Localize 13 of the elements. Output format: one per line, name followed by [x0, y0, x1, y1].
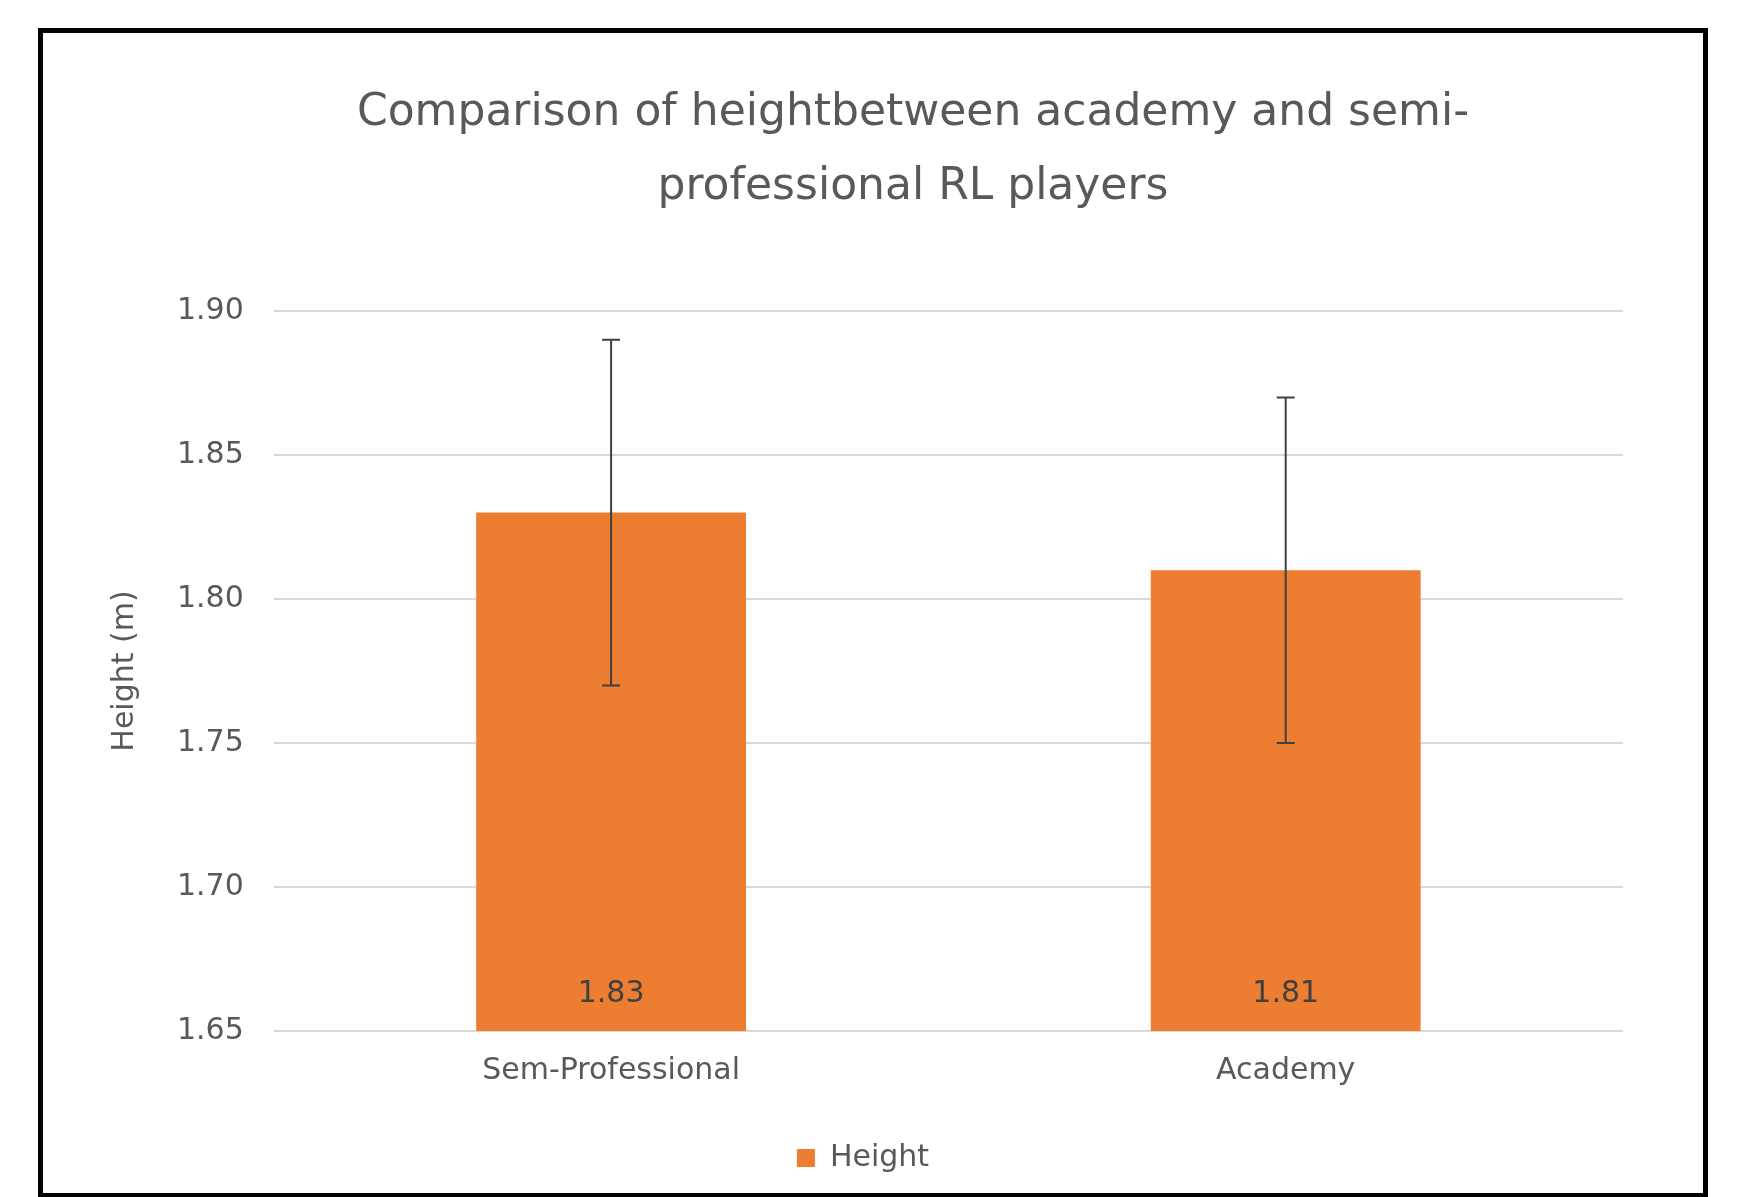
- legend-label: Height: [829, 1137, 930, 1173]
- y-tick-label: 1.90: [177, 290, 244, 326]
- data-label: 1.83: [577, 973, 645, 1009]
- y-tick-label: 1.85: [177, 434, 244, 470]
- y-tick-label: 1.80: [177, 578, 244, 614]
- y-tick-label: 1.75: [177, 722, 244, 758]
- chart-title: Comparison of heightbetween academy and semi-professional RL players: [355, 83, 1471, 211]
- y-axis-title: Height (m): [104, 590, 140, 752]
- y-tick-label: 1.65: [177, 1010, 244, 1046]
- y-tick-label: 1.70: [177, 866, 244, 902]
- data-label: 1.81: [1252, 973, 1320, 1009]
- x-tick-label: Academy: [1216, 1050, 1356, 1086]
- x-tick-label: Sem-Professional: [482, 1050, 741, 1086]
